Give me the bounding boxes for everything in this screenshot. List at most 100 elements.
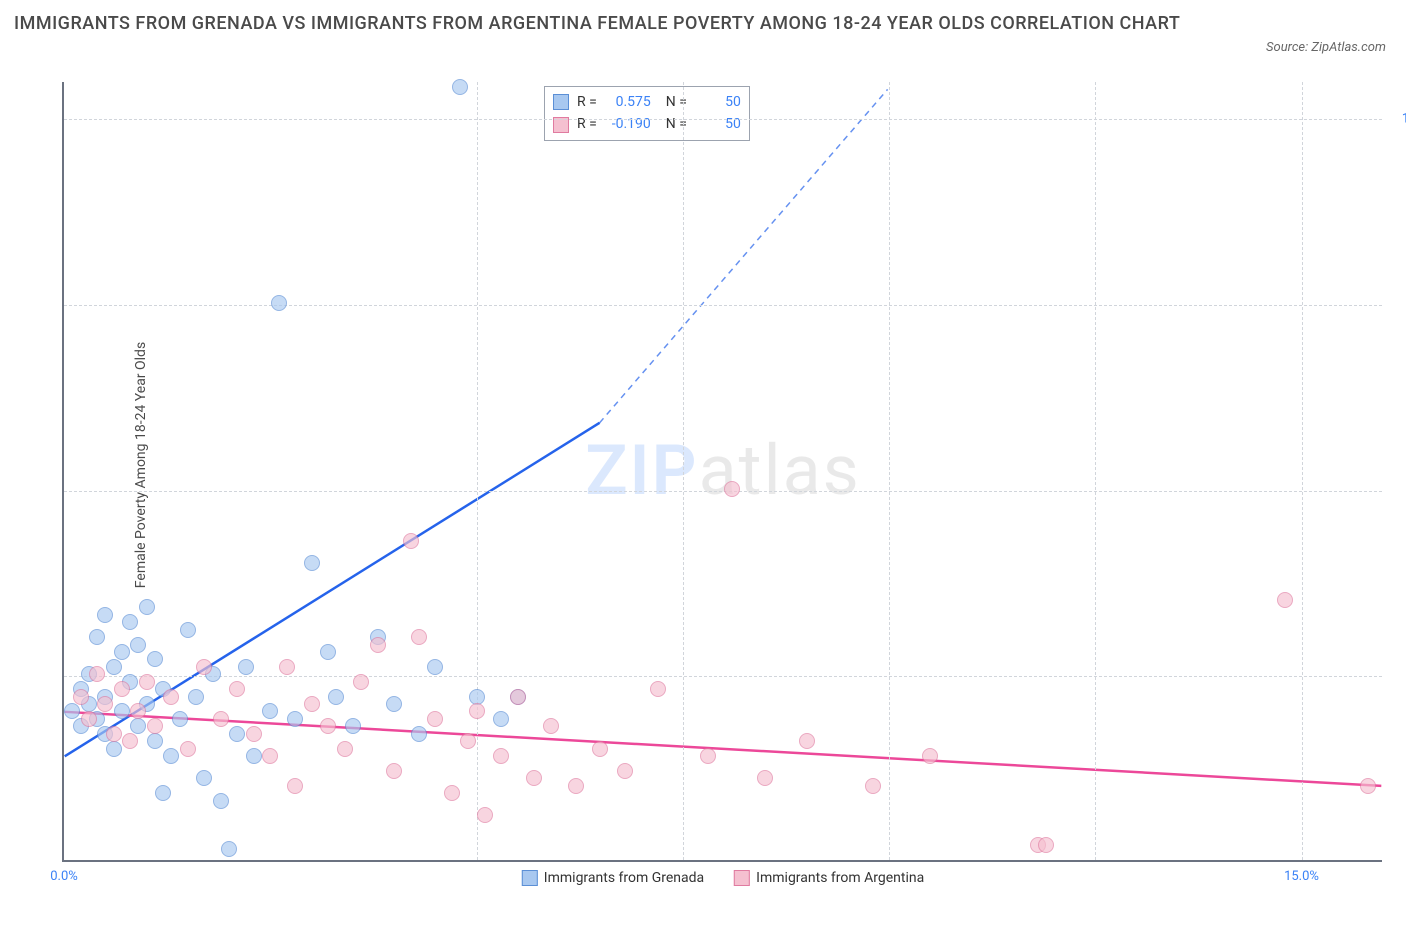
stats-row: R =-0.190 N =50 bbox=[553, 113, 741, 135]
data-point bbox=[196, 770, 212, 786]
data-point bbox=[221, 841, 237, 857]
data-point bbox=[196, 659, 212, 675]
data-point bbox=[568, 778, 584, 794]
data-point bbox=[370, 637, 386, 653]
series-swatch bbox=[522, 870, 538, 886]
stat-n-value: 50 bbox=[695, 113, 741, 135]
data-point bbox=[724, 481, 740, 497]
data-point bbox=[163, 689, 179, 705]
data-point bbox=[139, 599, 155, 615]
ytick-label: 25.0% bbox=[1388, 669, 1406, 684]
gridline-h bbox=[64, 491, 1382, 492]
data-point bbox=[188, 689, 204, 705]
data-point bbox=[799, 733, 815, 749]
data-point bbox=[106, 726, 122, 742]
data-point bbox=[106, 741, 122, 757]
data-point bbox=[155, 785, 171, 801]
data-point bbox=[97, 607, 113, 623]
chart-title: IMMIGRANTS FROM GRENADA VS IMMIGRANTS FR… bbox=[14, 10, 1392, 39]
data-point bbox=[444, 785, 460, 801]
data-point bbox=[353, 674, 369, 690]
data-point bbox=[403, 533, 419, 549]
data-point bbox=[172, 711, 188, 727]
data-point bbox=[345, 718, 361, 734]
watermark-zip: ZIP bbox=[585, 430, 698, 512]
data-point bbox=[147, 733, 163, 749]
gridline-v bbox=[683, 82, 684, 860]
xtick-label: 15.0% bbox=[1284, 869, 1319, 884]
data-point bbox=[304, 696, 320, 712]
data-point bbox=[337, 741, 353, 757]
stat-r-label: R = bbox=[577, 91, 597, 113]
data-point bbox=[106, 659, 122, 675]
data-point bbox=[114, 703, 130, 719]
data-point bbox=[460, 733, 476, 749]
data-point bbox=[865, 778, 881, 794]
plot-area: ZIPatlas R =0.575 N =50R =-0.190 N =50 I… bbox=[62, 82, 1382, 862]
data-point bbox=[238, 659, 254, 675]
data-point bbox=[139, 674, 155, 690]
data-point bbox=[89, 666, 105, 682]
data-point bbox=[147, 718, 163, 734]
data-point bbox=[543, 718, 559, 734]
data-point bbox=[526, 770, 542, 786]
ytick-label: 100.0% bbox=[1388, 112, 1406, 127]
data-point bbox=[163, 748, 179, 764]
data-point bbox=[147, 651, 163, 667]
data-point bbox=[328, 689, 344, 705]
legend: Immigrants from Grenada Immigrants from A… bbox=[522, 870, 924, 886]
data-point bbox=[592, 741, 608, 757]
data-point bbox=[386, 763, 402, 779]
data-point bbox=[114, 681, 130, 697]
gridline-v bbox=[1095, 82, 1096, 860]
data-point bbox=[411, 726, 427, 742]
legend-label: Immigrants from Grenada bbox=[544, 870, 704, 886]
data-point bbox=[287, 711, 303, 727]
data-point bbox=[122, 614, 138, 630]
data-point bbox=[493, 711, 509, 727]
data-point bbox=[130, 637, 146, 653]
data-point bbox=[229, 681, 245, 697]
ytick-label: 75.0% bbox=[1388, 297, 1406, 312]
data-point bbox=[130, 703, 146, 719]
regression-lines bbox=[64, 82, 1382, 860]
data-point bbox=[320, 718, 336, 734]
data-point bbox=[320, 644, 336, 660]
gridline-h bbox=[64, 305, 1382, 306]
data-point bbox=[386, 696, 402, 712]
data-point bbox=[271, 295, 287, 311]
data-point bbox=[180, 622, 196, 638]
data-point bbox=[757, 770, 773, 786]
data-point bbox=[510, 689, 526, 705]
data-point bbox=[1360, 778, 1376, 794]
data-point bbox=[73, 689, 89, 705]
series-swatch bbox=[734, 870, 750, 886]
data-point bbox=[477, 807, 493, 823]
stat-r-label: R = bbox=[577, 113, 597, 135]
gridline-h bbox=[64, 119, 1382, 120]
data-point bbox=[81, 711, 97, 727]
data-point bbox=[246, 726, 262, 742]
legend-item: Immigrants from Grenada bbox=[522, 870, 704, 886]
stat-r-value: 0.575 bbox=[605, 91, 651, 113]
data-point bbox=[262, 748, 278, 764]
data-point bbox=[279, 659, 295, 675]
data-point bbox=[469, 689, 485, 705]
data-point bbox=[287, 778, 303, 794]
data-point bbox=[427, 711, 443, 727]
data-point bbox=[64, 703, 80, 719]
data-point bbox=[411, 629, 427, 645]
stats-row: R =0.575 N =50 bbox=[553, 91, 741, 113]
data-point bbox=[922, 748, 938, 764]
gridline-v bbox=[889, 82, 890, 860]
ytick-label: 50.0% bbox=[1388, 483, 1406, 498]
data-point bbox=[114, 644, 130, 660]
data-point bbox=[180, 741, 196, 757]
data-point bbox=[262, 703, 278, 719]
legend-label: Immigrants from Argentina bbox=[756, 870, 924, 886]
watermark-atlas: atlas bbox=[699, 430, 861, 512]
data-point bbox=[469, 703, 485, 719]
stats-box: R =0.575 N =50R =-0.190 N =50 bbox=[544, 86, 750, 141]
data-point bbox=[246, 748, 262, 764]
data-point bbox=[617, 763, 633, 779]
